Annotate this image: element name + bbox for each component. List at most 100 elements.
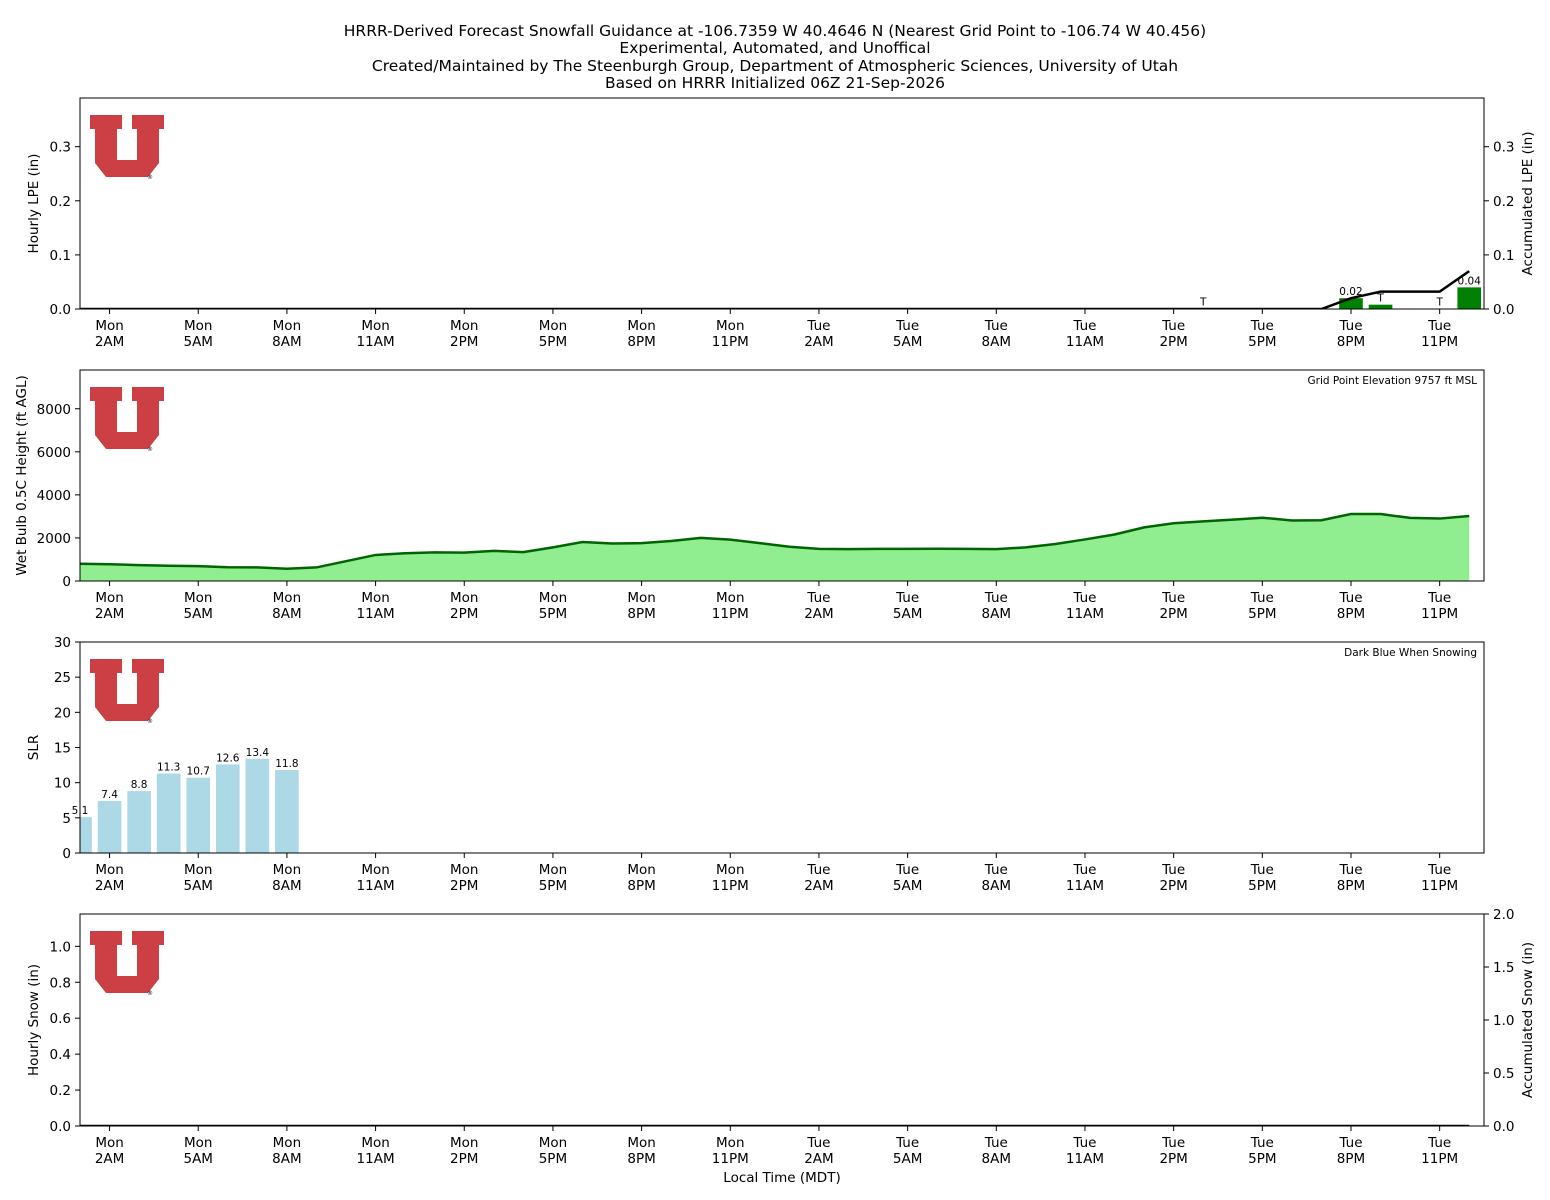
x-tick-day: Mon [716,862,744,878]
bar-label: 0.02 [1339,286,1362,298]
x-tick-time: 8AM [272,878,301,894]
x-tick-day: Tue [1072,590,1096,606]
y-tick-label: 8000 [37,402,71,418]
x-tick-day: Mon [716,1135,744,1151]
registered-mark: ® [147,446,153,453]
x-tick-day: Mon [184,1135,212,1151]
x-tick-day: Mon [627,862,655,878]
x-tick-day: Tue [806,590,830,606]
x-tick-day: Tue [984,862,1008,878]
x-tick-day: Tue [984,1135,1008,1151]
x-tick-day: Mon [184,590,212,606]
x-tick-time: 5AM [893,1151,922,1167]
bar-slr [275,770,299,853]
y-axis-label: Wet Bulb 0.5C Height (ft AGL) [14,375,30,576]
accumulated-line [80,270,1470,309]
x-tick-time: 5PM [539,878,567,894]
utah-u-logo-1: ® [90,387,164,453]
bar-slr [156,773,181,853]
bar-label: 8.8 [131,779,148,791]
right-y-tick-label: 1.0 [1493,1013,1514,1029]
x-tick-day: Tue [1250,590,1274,606]
x-tick-day: Mon [627,590,655,606]
x-tick-day: Mon [450,318,478,334]
panel-hourly-lpe: ® T 0.02 T T 0.04 0.0 0.1 0.2 0.3 Accumulated LPE … [26,97,1536,350]
x-tick-time: 8AM [272,334,301,350]
x-tick-day: Mon [95,862,123,878]
registered-mark: ® [147,718,153,725]
x-tick-day: Mon [184,318,212,334]
y-tick-label: 6000 [37,445,71,461]
x-tick-time: 8PM [627,878,655,894]
y-tick-label: 0.1 [50,248,71,264]
bar-slr [80,817,92,853]
x-tick-day: Mon [273,862,301,878]
bar-slr [215,764,240,853]
x-tick-time: 8PM [1337,334,1365,350]
x-tick-day: Mon [361,1135,389,1151]
right-y-tick-label: 0.0 [1493,1119,1514,1135]
x-tick-day: Tue [1427,318,1451,334]
x-tick-time: 2AM [804,878,833,894]
figure-title: HRRR-Derived Forecast Snowfall Guidance … [344,22,1206,92]
x-tick-day: Mon [539,590,567,606]
x-tick-day: Mon [95,1135,123,1151]
x-tick-day: Mon [361,318,389,334]
x-tick-time: 8PM [627,606,655,622]
panel-annotation: Dark Blue When Snowing [1344,647,1477,659]
x-tick-day: Mon [450,590,478,606]
x-tick-time: 2AM [804,334,833,350]
axes-frame [79,369,1485,582]
x-tick-day: Tue [1338,590,1362,606]
panel-wet-bulb-height: ® 0 2000 4000 6000 8000 Wet Bulb 0.5C Height (… [14,369,1485,622]
bar-slr [127,791,151,853]
right-y-tick-label: 1.5 [1493,960,1514,976]
x-tick-time: 2AM [95,878,124,894]
right-y-axis-label: Accumulated LPE (in) [1520,132,1536,276]
x-tick-day: Tue [806,318,830,334]
bar-label: 11.8 [275,758,298,770]
x-tick-day: Mon [539,1135,567,1151]
bar-label: 13.4 [246,747,270,759]
u-logo-shape [90,115,164,177]
x-tick-day: Tue [984,318,1008,334]
x-tick-day: Tue [1072,318,1096,334]
x-tick-time: 8AM [982,1151,1011,1167]
panel-hourly-snow: ® 0.0 0.5 1.0 1.5 2.0 Accumulated Snow (in) 0.0… [26,907,1536,1167]
y-tick-label: 0.2 [50,1083,71,1099]
x-tick-day: Mon [716,590,744,606]
x-tick-day: Tue [895,590,919,606]
x-tick-day: Tue [895,318,919,334]
x-tick-time: 5PM [1248,606,1276,622]
x-tick-day: Tue [1161,1135,1185,1151]
x-tick-day: Tue [1338,862,1362,878]
title-line-4: Based on HRRR Initialized 06Z 21-Sep-202… [605,74,945,92]
x-tick-time: 2PM [450,1151,478,1167]
y-tick-label: 15 [54,741,71,757]
wet-bulb-line [80,512,1470,570]
bar-label: 10.7 [187,766,210,778]
x-tick-time: 2PM [450,878,478,894]
x-tick-day: Mon [95,318,123,334]
x-tick-time: 2AM [804,606,833,622]
registered-mark: ® [147,174,153,181]
utah-u-logo-0: ® [90,115,164,181]
x-tick-day: Mon [273,318,301,334]
y-tick-label: 0.0 [50,302,71,318]
x-tick-time: 11PM [1421,1151,1458,1167]
y-tick-label: 0.8 [50,975,71,991]
x-tick-time: 8PM [627,334,655,350]
y-axis-label: SLR [26,735,42,760]
title-line-1: HRRR-Derived Forecast Snowfall Guidance … [344,22,1206,40]
x-tick-time: 2AM [95,1151,124,1167]
x-tick-day: Tue [1338,318,1362,334]
x-tick-time: 2AM [804,1151,833,1167]
x-tick-time: 11AM [1066,606,1104,622]
u-logo-shape [90,387,164,449]
y-axis-label: Hourly Snow (in) [26,964,42,1076]
right-y-tick-label: 0.5 [1493,1066,1514,1082]
x-tick-day: Tue [1250,1135,1274,1151]
x-tick-day: Mon [539,862,567,878]
x-tick-time: 8PM [1337,878,1365,894]
